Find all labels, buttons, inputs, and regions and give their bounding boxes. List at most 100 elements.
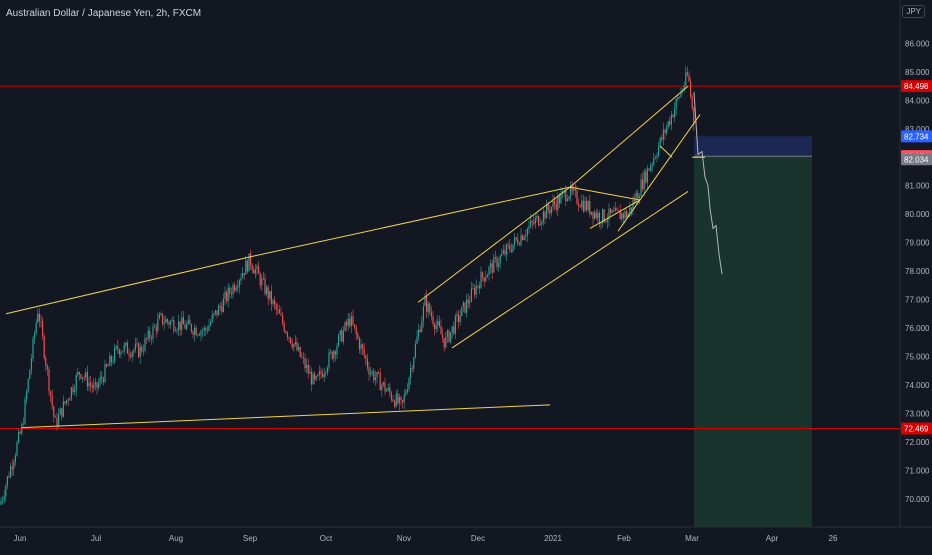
candle-body-272 [435,325,437,330]
candle-body-381 [610,208,612,213]
price-label-3: 82.034 [904,155,929,164]
candle-body-333 [533,222,535,224]
candle-body-259 [414,343,416,358]
candle-body-196 [314,373,316,380]
candle-body-376 [602,209,604,224]
candle-body-373 [597,213,599,218]
candle-body-91 [146,338,148,340]
trendline-4[interactable] [569,85,689,188]
candle-body-216 [346,322,348,326]
candle-body-298 [477,285,479,287]
candle-body-13 [21,424,23,434]
candle-body-83 [133,350,135,353]
candle-body-138 [221,306,223,312]
candle-body-260 [416,336,418,344]
trendline-5[interactable] [451,190,689,349]
candle-body-46 [74,390,76,392]
candle-body-201 [322,374,324,378]
candle-body-84 [134,344,136,351]
candle-body-405 [648,168,650,171]
candle-body-14 [22,423,24,425]
candle-body-202 [323,373,325,378]
candle-body-153 [245,260,247,275]
candle-body-28 [45,358,47,367]
candle-body-87 [139,346,141,358]
candle-body-38 [61,408,63,417]
candle-body-134 [214,310,216,314]
price-label-4: 72.469 [904,425,929,434]
candle-body-411 [658,146,660,156]
trendline-8[interactable] [617,114,701,232]
candle-body-397 [635,192,637,202]
candle-body-364 [582,200,584,212]
candle-body-336 [538,215,540,226]
price-label-box-0 [901,80,932,93]
candle-body-197 [315,376,317,380]
candle-body-195 [312,373,314,385]
trendline-6[interactable] [569,186,641,201]
candle-body-105 [168,321,170,325]
candle-body-140 [224,291,226,299]
candle-body-392 [627,213,629,218]
trendline-9[interactable] [659,145,673,158]
candle-body-225 [360,344,362,350]
candle-body-32 [51,395,53,407]
candle-body-127 [203,327,205,331]
candle-body-8 [13,462,15,469]
x-tick-label-3: Sep [243,534,258,543]
y-tick-label-4: 74.000 [905,381,930,390]
candle-body-402 [643,171,645,190]
candle-body-185 [296,341,298,351]
candle-body-374 [598,213,600,223]
candle-body-335 [536,215,538,219]
candle-body-211 [338,334,340,347]
candle-body-249 [398,397,400,404]
position-target-zone[interactable] [694,156,812,528]
currency-badge[interactable]: JPY [902,5,925,18]
candle-body-418 [669,121,671,125]
candle-body-258 [413,357,415,369]
candle-body-325 [520,235,522,245]
y-tick-label-8: 78.000 [905,267,930,276]
candle-body-287 [459,316,461,322]
x-tick-label-11: 26 [829,534,838,543]
candle-body-190 [304,358,306,368]
trendline-7[interactable] [589,199,641,229]
position-stop-zone[interactable] [694,136,812,157]
candle-body-20 [32,338,34,359]
candle-body-349 [558,196,560,204]
candle-body-2 [3,496,5,500]
candle-body-348 [557,196,559,210]
trendline-2[interactable] [21,404,551,429]
trendline-0[interactable] [5,256,251,315]
candle-body-403 [645,171,647,183]
candle-body-123 [197,334,199,336]
candle-body-334 [534,218,536,224]
candle-body-146 [234,285,236,291]
candle-body-430 [688,74,690,82]
candle-body-149 [238,280,240,287]
y-tick-label-13: 84.000 [905,96,930,105]
candle-body-199 [318,371,320,375]
candle-body-151 [242,273,244,279]
candle-body-328 [525,235,527,237]
candle-body-40 [64,401,66,404]
candle-body-58 [93,384,95,389]
candle-body-233 [373,371,375,381]
candle-body-384 [614,208,616,212]
candle-body-370 [592,211,594,219]
candle-body-42 [67,399,69,401]
trendline-1[interactable] [249,186,571,258]
candle-body-273 [437,321,439,326]
candle-body-318 [509,245,511,250]
candle-body-114 [182,317,184,325]
candle-body-150 [240,278,242,281]
candle-body-289 [462,302,464,307]
candle-body-135 [216,310,218,316]
candle-body-310 [496,257,498,267]
candle-body-416 [666,127,668,133]
trendline-3[interactable] [417,186,571,303]
candle-body-172 [275,304,277,310]
